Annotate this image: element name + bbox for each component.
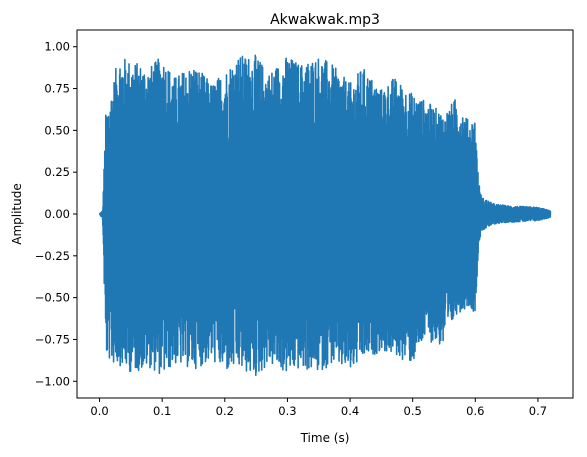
plot-area xyxy=(98,54,552,376)
y-axis-label: Amplitude xyxy=(10,183,24,245)
y-tick-label: 0.50 xyxy=(44,123,70,137)
x-tick-label: 0.5 xyxy=(404,404,422,418)
y-tick-label: −0.75 xyxy=(35,332,70,346)
y-axis-ticks: 1.00 0.75 0.50 0.25 0.00 −0.25 −0.50 −0.75 −1.00 xyxy=(35,40,77,388)
x-axis-label: Time (s) xyxy=(300,431,350,445)
x-tick-label: 0.3 xyxy=(278,404,296,418)
y-tick-label: 0.25 xyxy=(44,165,70,179)
y-tick-label: −0.25 xyxy=(35,249,70,263)
x-tick-label: 0.0 xyxy=(90,404,108,418)
y-tick-label: 0.75 xyxy=(44,82,70,96)
x-axis-ticks: 0.0 0.1 0.2 0.3 0.4 0.5 0.6 0.7 xyxy=(90,398,547,418)
y-tick-label: −1.00 xyxy=(35,374,70,388)
x-tick-label: 0.2 xyxy=(216,404,234,418)
y-tick-label: 0.00 xyxy=(44,207,70,221)
x-tick-label: 0.4 xyxy=(341,404,359,418)
chart-title: Akwakwak.mp3 xyxy=(270,12,380,28)
x-tick-label: 0.7 xyxy=(529,404,547,418)
y-tick-label: 1.00 xyxy=(44,40,70,54)
x-tick-label: 0.1 xyxy=(153,404,171,418)
waveform-line xyxy=(98,54,552,376)
y-tick-label: −0.50 xyxy=(35,291,70,305)
x-tick-label: 0.6 xyxy=(466,404,484,418)
